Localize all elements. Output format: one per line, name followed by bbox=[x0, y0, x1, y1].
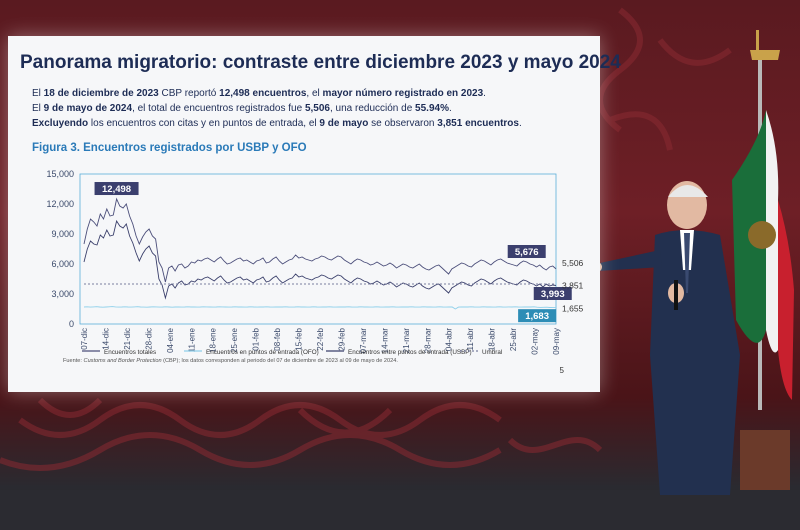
summary-text: . bbox=[448, 103, 452, 114]
callout-label: 3,993 bbox=[541, 289, 565, 300]
x-tick-label: 21-dic bbox=[123, 328, 132, 350]
summary-text: los encuentros con citas y en puntos de … bbox=[88, 118, 320, 129]
summary-highlight: 3,851 encuentros bbox=[437, 118, 519, 129]
source-detail: (CBP); los datos corresponden al periodo… bbox=[161, 358, 398, 364]
callout-label: 5,676 bbox=[515, 247, 539, 258]
summary-text: El bbox=[32, 88, 44, 99]
y-tick-label: 12,000 bbox=[46, 199, 74, 209]
series-line bbox=[83, 306, 556, 310]
callout-box bbox=[94, 182, 139, 196]
x-axis: 07-dic 14-dic 21-dic 28-dic 04-ene 11-ene 18-e… bbox=[80, 327, 561, 354]
slide-summary: El 18 de diciembre de 2023 CBP reportó 1… bbox=[32, 86, 522, 131]
summary-highlight: 12,498 encuentros bbox=[219, 88, 307, 99]
x-tick-label: 04-abr bbox=[445, 328, 454, 351]
summary-highlight: 18 de diciembre de 2023 bbox=[43, 88, 159, 99]
source-agency: Customs and Border Protection bbox=[83, 358, 162, 364]
summary-text: . bbox=[518, 118, 522, 129]
summary-text: se observaron bbox=[368, 118, 438, 129]
x-tick-label: 15-feb bbox=[295, 327, 304, 350]
mexican-flag bbox=[732, 30, 794, 490]
y-tick-label: 0 bbox=[69, 319, 74, 329]
callout-box bbox=[507, 245, 546, 258]
legend-label: Encuentros en puntos de entrada (OFO) bbox=[206, 349, 319, 356]
y-tick-label: 9,000 bbox=[51, 229, 74, 239]
x-tick-label: 25-ene bbox=[230, 327, 239, 352]
summary-text: , el total de encuentros registrados fue bbox=[132, 103, 305, 114]
projected-slide: Panorama migratorio: contraste entre dic… bbox=[8, 36, 621, 392]
page-number: 5 bbox=[559, 366, 564, 375]
source-note: Fuente: Customs and Border Protection (C… bbox=[63, 358, 398, 364]
figure-title: Figura 3. Encuentros registrados por USB… bbox=[32, 142, 307, 154]
summary-highlight: mayor número registrado en 2023 bbox=[322, 88, 484, 99]
callout-box bbox=[533, 287, 572, 300]
x-tick-label: 14-mar bbox=[380, 328, 389, 354]
stage-floor bbox=[0, 490, 800, 530]
y-tick-label: 3,000 bbox=[51, 289, 74, 299]
legend-label: Encuentros totales bbox=[104, 349, 156, 356]
x-tick-label: 29-feb bbox=[337, 327, 346, 350]
summary-highlight: 9 de mayo de 2024 bbox=[43, 103, 133, 114]
x-tick-label: 22-feb bbox=[316, 327, 325, 350]
source-label: Fuente: bbox=[63, 358, 84, 364]
series-layer bbox=[83, 197, 557, 310]
summary-text: , el bbox=[306, 88, 323, 99]
x-tick-label: 18-abr bbox=[488, 328, 497, 351]
annotation-layer: 12,498 5,676 3,993 1,683 5,506 3,851 1,655 bbox=[94, 182, 584, 323]
x-tick-label: 01-feb bbox=[252, 327, 261, 350]
end-value-label: 1,655 bbox=[562, 303, 584, 313]
x-tick-label: 18-ene bbox=[209, 327, 218, 352]
summary-highlight: Excluyendo bbox=[32, 118, 89, 129]
x-tick-label: 07-dic bbox=[80, 328, 89, 350]
callout-box bbox=[518, 309, 557, 323]
summary-highlight: 9 de mayo bbox=[319, 118, 369, 129]
legend-label: Umbral bbox=[482, 349, 502, 356]
x-tick-label: 09-may bbox=[552, 328, 561, 355]
end-value-label: 3,851 bbox=[562, 280, 584, 290]
x-tick-label: 28-mar bbox=[423, 328, 432, 354]
summary-text: El bbox=[32, 103, 44, 114]
y-tick-label: 15,000 bbox=[46, 169, 74, 179]
callout-label: 12,498 bbox=[102, 184, 131, 195]
summary-text: CBP reportó bbox=[158, 88, 220, 99]
x-tick-label: 08-feb bbox=[273, 327, 282, 350]
series-line bbox=[83, 219, 557, 300]
summary-line: El 18 de diciembre de 2023 CBP reportó 1… bbox=[32, 86, 522, 101]
x-tick-label: 28-dic bbox=[144, 328, 153, 350]
slide-title: Panorama migratorio: contraste entre dic… bbox=[20, 52, 621, 73]
x-tick-label: 25-abr bbox=[509, 328, 518, 351]
summary-line: El 9 de mayo de 2024, el total de encuen… bbox=[32, 101, 522, 116]
summary-highlight: 55.94% bbox=[415, 103, 449, 114]
legend-label: Encuentros entre puntos de entrada (USBP… bbox=[348, 349, 472, 356]
y-tick-label: 6,000 bbox=[51, 259, 74, 269]
x-tick-label: 11-ene bbox=[187, 327, 196, 352]
summary-text: . bbox=[483, 88, 486, 99]
x-tick-label: 21-mar bbox=[402, 328, 411, 354]
series-line bbox=[83, 197, 557, 283]
end-value-label: 5,506 bbox=[562, 258, 584, 268]
callout-label: 1,683 bbox=[525, 311, 549, 322]
line-chart: 15,000 12,000 9,000 6,000 3,000 0 07-dic 14-di… bbox=[46, 169, 584, 356]
x-tick-label: 04-ene bbox=[166, 327, 175, 352]
summary-highlight: 5,506 bbox=[304, 103, 330, 114]
x-tick-label: 14-dic bbox=[101, 328, 110, 350]
x-tick-label: 07-mar bbox=[359, 328, 368, 354]
plot-frame bbox=[79, 173, 557, 325]
summary-line: Excluyendo los encuentros con citas y en… bbox=[32, 116, 522, 131]
x-tick-label: 02-may bbox=[531, 328, 540, 355]
x-tick-label: 11-abr bbox=[466, 328, 475, 351]
summary-text: , una reducción de bbox=[329, 103, 416, 114]
chart-legend: Encuentros totales Encuentros en puntos d… bbox=[82, 349, 502, 356]
y-axis: 15,000 12,000 9,000 6,000 3,000 0 bbox=[46, 169, 74, 329]
presenter-figure bbox=[590, 181, 740, 495]
